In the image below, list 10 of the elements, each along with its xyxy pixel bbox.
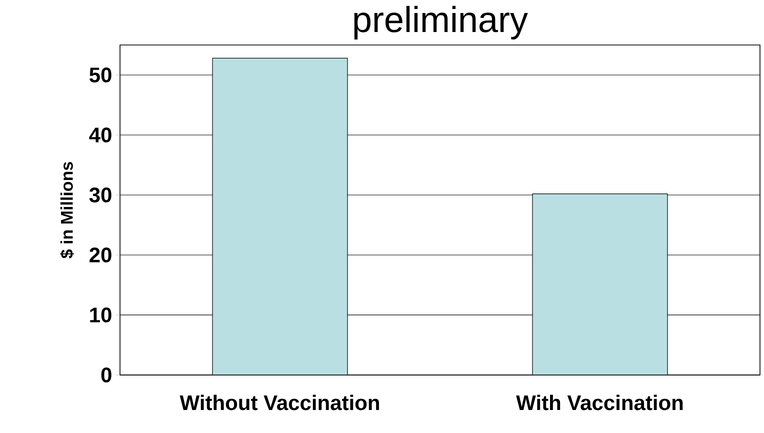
y-tick-label: 40	[89, 128, 112, 142]
y-tick-label: 0	[101, 368, 112, 382]
y-tick-label: 10	[90, 308, 112, 322]
y-tick-label: 30	[89, 188, 112, 202]
x-tick-label: With Vaccination	[516, 394, 683, 410]
chart-title: preliminary	[354, 6, 528, 40]
y-tick-label: 50	[89, 68, 112, 82]
y-tick-label: 20	[90, 248, 112, 262]
x-tick-label: Without Vaccination	[180, 394, 379, 410]
y-axis-title: $ in Millions	[60, 162, 74, 258]
